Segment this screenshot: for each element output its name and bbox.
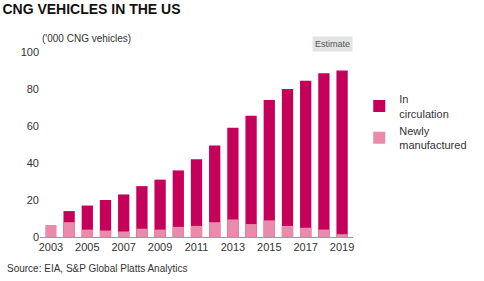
svg-text:80: 80	[27, 83, 39, 95]
svg-text:0: 0	[33, 231, 39, 243]
svg-text:2005: 2005	[75, 241, 99, 253]
svg-text:Incirculation: Incirculation	[399, 93, 449, 119]
svg-text:2003: 2003	[39, 241, 63, 253]
svg-text:CNG VEHICLES IN THE US: CNG VEHICLES IN THE US	[2, 1, 180, 17]
svg-text:60: 60	[27, 120, 39, 132]
svg-text:2017: 2017	[293, 241, 317, 253]
svg-text:('000 CNG vehicles): ('000 CNG vehicles)	[42, 33, 131, 44]
svg-text:100: 100	[21, 46, 39, 58]
svg-text:Estimate: Estimate	[315, 39, 350, 49]
svg-text:2015: 2015	[257, 241, 281, 253]
svg-text:Source: EIA, S&P Global Platts: Source: EIA, S&P Global Platts Analytics	[7, 263, 187, 274]
svg-text:2011: 2011	[185, 241, 209, 253]
svg-text:Newlymanufactured: Newlymanufactured	[399, 125, 466, 151]
svg-text:2013: 2013	[221, 241, 245, 253]
svg-text:40: 40	[27, 157, 39, 169]
svg-text:20: 20	[27, 194, 39, 206]
svg-text:2019: 2019	[330, 241, 354, 253]
svg-text:2007: 2007	[111, 241, 135, 253]
svg-text:2009: 2009	[148, 241, 172, 253]
